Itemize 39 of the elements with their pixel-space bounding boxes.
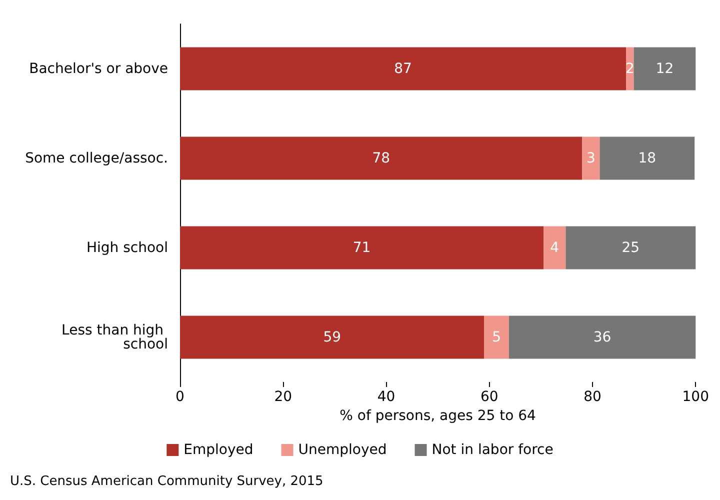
x-tick-label: 40: [377, 389, 396, 405]
legend-label: Unemployed: [298, 442, 387, 458]
x-tick-label: 80: [584, 389, 602, 405]
data-label: 12: [656, 60, 674, 77]
bar: [626, 47, 634, 90]
y-tick-label: High school: [86, 240, 168, 256]
data-label: 87: [394, 60, 412, 77]
bar: [180, 226, 544, 270]
legend-label: Employed: [184, 442, 254, 458]
x-tick-label: 20: [274, 389, 292, 405]
data-label: 3: [586, 150, 596, 166]
y-tick-label: Some college/assoc.: [25, 150, 168, 166]
data-label: 4: [550, 240, 560, 256]
legend-label: Not in labor force: [432, 442, 554, 458]
bar: [544, 226, 566, 270]
data-label: 5: [492, 329, 502, 346]
bar: [508, 316, 696, 359]
bar: [180, 47, 626, 90]
data-label: 2: [625, 60, 634, 77]
x-tick-label: 100: [682, 389, 710, 405]
x-tick-label: 0: [176, 389, 184, 405]
bar: [582, 136, 600, 180]
bar: [180, 136, 582, 180]
bar: [180, 316, 484, 359]
text: U.S. Census American Community Survey, 2015: [10, 474, 324, 489]
bar: [600, 136, 695, 180]
data-label: 71: [352, 240, 371, 256]
x-tick-label: 60: [480, 389, 498, 405]
data-label: 78: [372, 150, 390, 166]
data-label: 25: [622, 240, 640, 256]
bar: [566, 226, 696, 270]
bar: [634, 47, 696, 90]
y-tick-label: Bachelor's or above: [29, 60, 168, 77]
data-label: 18: [638, 150, 656, 166]
data-label: 36: [593, 329, 612, 346]
y-tick-label: Less than high school: [62, 322, 168, 352]
x-axis-title: % of persons, ages 25 to 64: [340, 408, 536, 424]
data-label: 59: [323, 329, 342, 346]
bar: [484, 316, 509, 359]
